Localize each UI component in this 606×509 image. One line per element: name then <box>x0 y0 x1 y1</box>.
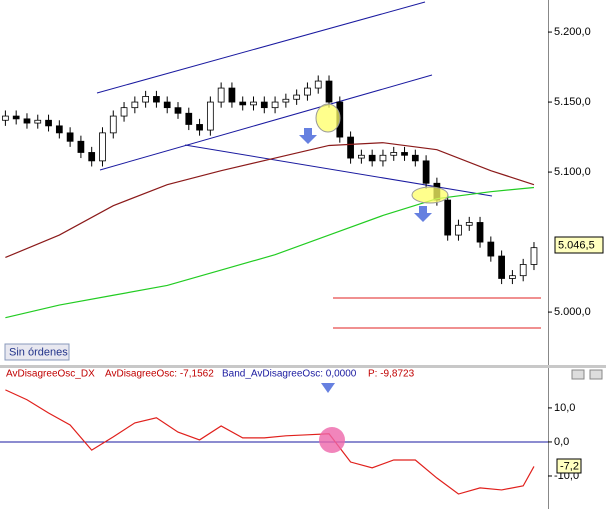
candle-body <box>390 152 398 156</box>
candle-body <box>66 132 74 142</box>
candle-body <box>304 87 311 96</box>
last-price-box <box>554 236 604 254</box>
last-price-label: 5.046,5 <box>558 239 595 251</box>
candle-body <box>444 199 452 236</box>
panel-button[interactable] <box>589 369 603 380</box>
candle-body <box>487 241 495 257</box>
candle-body <box>379 154 387 162</box>
y-tick-label: 0,0 <box>554 436 569 448</box>
candle-body <box>325 80 333 103</box>
candle-body <box>120 107 128 117</box>
candle-body <box>293 94 301 100</box>
candle-body <box>163 101 171 109</box>
y-tick-label: 5.000,0 <box>554 306 591 318</box>
panel-separator <box>0 365 606 368</box>
candle-body <box>509 275 516 279</box>
candle-body <box>55 125 63 134</box>
candle-body <box>250 101 257 106</box>
candle-body <box>347 136 354 159</box>
candle-body <box>45 119 52 127</box>
candle-body <box>271 101 279 109</box>
candle-body <box>401 152 408 156</box>
osc-header: P: -9,8723 <box>368 369 415 380</box>
candle-body <box>368 154 376 162</box>
y-tick-label: 5.200,0 <box>554 26 591 38</box>
channel-lower <box>99 74 433 171</box>
candle-body <box>153 96 160 103</box>
candle-body <box>34 119 42 124</box>
candle-body <box>131 101 139 109</box>
arrow <box>299 128 317 144</box>
candle-body <box>77 140 85 153</box>
candle-body <box>88 152 96 162</box>
candle-body <box>23 118 31 124</box>
candle-body <box>12 115 20 120</box>
candle-body <box>142 96 149 103</box>
candle-body <box>196 124 203 131</box>
osc-header: AvDisagreeOsc_DX <box>6 369 95 380</box>
arrow <box>321 383 335 393</box>
osc-header: AvDisagreeOsc: -7,1562 <box>105 369 214 380</box>
trend-lines <box>0 1 548 443</box>
moving-average <box>5 142 535 259</box>
candle-body <box>206 101 214 131</box>
candle-body <box>109 115 117 134</box>
candle-body <box>2 115 9 121</box>
orders-button-label[interactable]: Sin órdenes <box>9 346 68 358</box>
candle-body <box>228 87 236 103</box>
orders-button[interactable] <box>4 343 70 361</box>
candle-body <box>455 224 462 236</box>
last-value-label: -7,2 <box>560 460 579 472</box>
candle-body <box>358 154 365 159</box>
arrow <box>414 206 432 222</box>
candle-body <box>174 107 182 114</box>
candle-body <box>530 247 538 265</box>
highlight <box>319 427 345 453</box>
highlight <box>315 103 341 133</box>
candle-body <box>217 87 225 103</box>
candle-body <box>411 154 419 162</box>
last-value-box <box>556 458 582 474</box>
candle-body <box>239 101 247 106</box>
y-tick-label: 10,0 <box>554 402 575 414</box>
candle-body <box>519 264 527 277</box>
channel-upper <box>96 1 426 94</box>
y-tick-label: 5.100,0 <box>554 166 591 178</box>
moving-average <box>5 186 535 319</box>
candle-body <box>422 160 430 184</box>
candle-body <box>282 98 290 103</box>
candle-body <box>314 80 322 89</box>
candle-body <box>465 222 473 226</box>
candle-body <box>476 222 484 243</box>
y-tick-label: 5.150,0 <box>554 96 591 108</box>
trend-line <box>184 144 493 197</box>
candle-body <box>99 132 106 162</box>
candle-body <box>498 255 505 279</box>
highlight <box>411 186 449 204</box>
oscillator-line <box>5 389 535 495</box>
candle-body <box>185 112 193 125</box>
osc-header: Band_AvDisagreeOsc: 0,0000 <box>222 369 357 380</box>
candle-body <box>260 101 268 109</box>
panel-button[interactable] <box>571 369 585 380</box>
